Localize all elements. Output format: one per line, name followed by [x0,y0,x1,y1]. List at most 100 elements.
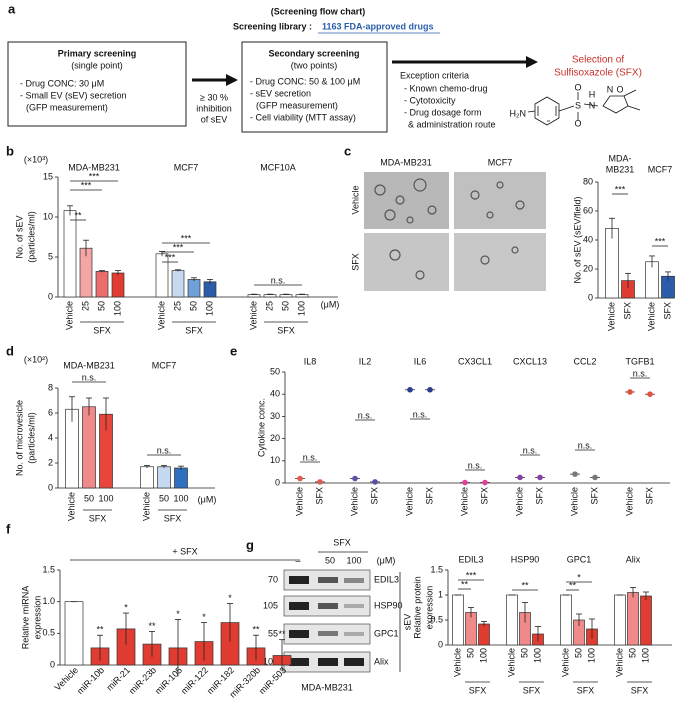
group-label: EDIL3 [458,554,483,564]
significance: ** [521,580,529,590]
significance: ** [569,580,577,590]
x-tick-label: 100 [173,493,188,503]
library-label: Screening library : [233,21,312,31]
y-tick-label: 1 [438,589,443,599]
point [627,389,633,395]
vesicles [374,178,525,280]
point [462,479,468,486]
x-tick-label: 25 [80,301,90,311]
x-tick-label: SFX [662,302,672,320]
y-tick-label: 15 [43,171,53,181]
arrow-head [526,56,538,68]
bracket-label: SFX [523,685,541,695]
group-label: IL6 [414,356,427,366]
x-tick-label: 25 [172,301,182,311]
x-tick-label: miR-105 [153,665,184,696]
bar [478,623,490,646]
point [647,391,653,398]
box [241,41,388,133]
x-tick-label: SFX [622,302,632,320]
treatment-label: + SFX [172,546,197,556]
mw-marker: 55 [268,628,278,638]
y-tick-label: 30 [270,411,280,421]
x-tick-label: Vehicle [459,487,469,516]
y-tick-label: 5 [48,251,53,261]
significance: * [577,572,581,582]
significance: ** [252,625,260,635]
y-axis-label: Relative protein [412,576,422,639]
protein: HSP90 [374,600,403,610]
y-axis-label: Cytokine conc. [256,398,266,457]
y-tick-label: 20 [583,263,593,273]
group-label: MB231 [606,164,635,174]
x-tick-label: 50 [84,493,94,503]
group-label: HSP90 [511,554,540,564]
y-tick-label: 20 [270,433,280,443]
criteria: - Cytotoxicity [404,95,456,105]
x-tick-label: 50 [519,648,529,658]
x-tick-label: SFX [424,487,434,505]
significance: n.s. [82,372,97,382]
y-tick-label: 0 [48,291,53,301]
y-axis-label: (particles/ml) [26,412,36,464]
micrograph [454,172,546,229]
bracket-label: SFX [164,513,182,523]
x-tick-label: 50 [627,648,637,658]
group-label: CXCL13 [513,356,547,366]
y-tick-label: 80 [583,176,593,186]
x-tick-label: 100 [478,648,488,663]
x-tick-label: 50 [280,301,290,311]
box-line: - Cell viability (MTT assay) [250,112,356,122]
bar [140,466,154,489]
bracket-label: SFX [631,685,649,695]
atom: N [589,100,596,110]
y-tick-label: 0.5 [430,614,443,624]
x-tick-label: Vehicle [248,301,258,330]
atom: O [574,118,581,128]
header: (Screening flow chart) [271,6,366,16]
x-tick-label: Vehicle [506,648,516,677]
group-label: Alix [626,554,641,564]
significance: *** [655,236,666,246]
column-label: MCF7 [488,157,513,167]
selection: Selection of [572,55,624,66]
y-axis-label: Relative miRNA [20,586,30,650]
y-tick-label: 1.5 [430,564,443,574]
bar [111,272,125,298]
box-subtitle: (single point) [71,60,123,70]
point [592,474,598,481]
x-tick-label: SFX [314,487,324,505]
atom: H₂N [510,108,527,118]
bar [452,594,464,646]
x-tick-label: Vehicle [514,487,524,516]
panel-label: b [6,143,14,158]
x-tick-label: Vehicle [64,301,74,330]
significance: *** [165,252,176,262]
x-tick-label: miR-23b [127,665,158,696]
point [407,386,413,393]
bracket-label: SFX [277,325,295,335]
bar [157,466,171,489]
unit: (μM) [377,555,396,565]
box-line: (GFP measurement) [256,100,338,110]
group-label: MCF7 [648,164,673,174]
x-tick-label: SFX [369,487,379,505]
x-tick-label: 50 [159,493,169,503]
x-tick-label: Vehicle [452,648,462,677]
bracket-label: SFX [577,685,595,695]
bar [64,601,84,666]
y-tick-label: 6 [48,407,53,417]
group-label: IL8 [304,356,317,366]
arrow-text: ≥ 30 % [200,92,228,102]
atom: N [607,84,614,94]
unit-label: (μM) [321,299,340,309]
y-tick-label: 0 [275,477,280,487]
cell-line: MDA-MB231 [301,682,353,692]
panel-label: d [6,343,14,358]
significance: n.s. [578,440,593,450]
y-tick-label: 0 [588,292,593,302]
x-tick-label: 100 [640,648,650,663]
criteria: & administration route [408,119,496,129]
bar [605,228,619,299]
